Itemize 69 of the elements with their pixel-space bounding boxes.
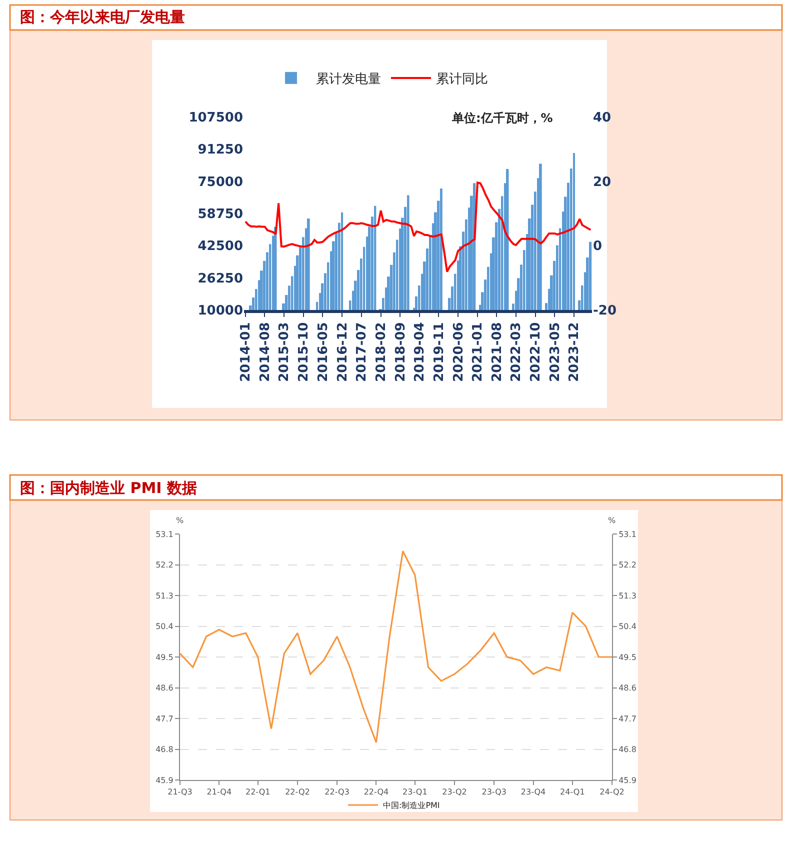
y-tick-label: 26250 — [198, 271, 243, 286]
x-tick-label: 2021-08 — [490, 322, 505, 382]
line-series — [180, 550, 612, 744]
x-tick-label: 2015-10 — [296, 322, 312, 382]
x-tick-label: 2014-01 — [238, 322, 254, 382]
y-tick-label: 52.2 — [156, 560, 174, 570]
x-tick-label: 21-Q3 — [168, 788, 192, 797]
chart-title: 图：国内制造业 PMI 数据 — [20, 479, 197, 497]
y-tick-label: 53.1 — [156, 530, 174, 539]
x-tick-label: 2018-02 — [374, 322, 390, 382]
y2-tick-label: 45.9 — [618, 776, 636, 785]
x-tick-label: 23-Q4 — [520, 788, 546, 797]
y2-tick-label: 48.6 — [618, 684, 636, 693]
x-tick-label: 2023-05 — [548, 322, 563, 382]
y-tick-label: 51.3 — [156, 591, 174, 600]
x-tick-label: 22-Q2 — [285, 788, 310, 797]
legend-label: 累计发电量 — [316, 72, 381, 88]
y2-tick-label: 53.1 — [618, 530, 636, 539]
x-tick-label: 2022-03 — [509, 322, 524, 382]
text: 图：今年以来电厂发电量 — [20, 8, 185, 26]
y2-tick-label: 47.7 — [618, 714, 636, 724]
x-tick-label: 2016-12 — [335, 322, 350, 382]
legend-label: 累计同比 — [436, 72, 488, 88]
x-tick-label: 24-Q1 — [560, 788, 585, 797]
y2-tick-label: 46.8 — [618, 745, 636, 754]
x-tick-label: 23-Q2 — [442, 788, 467, 797]
x-tick-label: 2019-11 — [432, 322, 447, 382]
x-tick-label: 2016-05 — [316, 322, 331, 382]
y-tick-label: 58750 — [198, 207, 243, 222]
y2-tick-label: 51.3 — [618, 591, 636, 600]
x-tick-label: 23-Q3 — [482, 788, 506, 797]
y2-tick-label: 52.2 — [618, 560, 636, 570]
x-tick-label: 2020-06 — [451, 322, 466, 382]
x-tick-label: 21-Q4 — [206, 788, 232, 797]
x-tick-label: 2021-01 — [470, 322, 486, 382]
annotation: 单位:亿千瓦时，% — [451, 111, 553, 125]
x-tick-label: 2022-10 — [528, 322, 544, 382]
y-tick-label: 48.6 — [156, 684, 174, 693]
y2-tick-label: 49.5 — [618, 652, 636, 662]
y-tick-label: 45.9 — [156, 776, 174, 785]
legend-label: 中国:制造业PMI — [383, 801, 440, 810]
y-axis-title: % — [176, 516, 184, 525]
x-tick-label: 2015-03 — [277, 322, 292, 382]
x-tick-label: 22-Q1 — [246, 788, 270, 797]
x-tick-label: 2019-04 — [412, 322, 428, 382]
x-tick-label: 24-Q2 — [600, 788, 624, 797]
x-tick-label: 22-Q4 — [364, 788, 389, 797]
x-tick-label: 2017-07 — [354, 322, 370, 382]
y-tick-label: 10000 — [198, 304, 243, 319]
y-tick-label: 49.5 — [156, 652, 174, 662]
x-tick-label: 2018-09 — [393, 322, 408, 382]
y-tick-label: 47.7 — [156, 714, 174, 724]
y-tick-label: 46.8 — [156, 745, 174, 754]
y2-tick-label: -20 — [593, 304, 616, 319]
x-tick-label: 22-Q3 — [324, 788, 350, 797]
y2-axis-title: % — [608, 516, 616, 525]
x-tick-label: 23-Q1 — [402, 788, 428, 797]
y2-tick-label: 20 — [593, 174, 612, 190]
y2-tick-label: 40 — [593, 110, 612, 126]
line-series — [244, 182, 592, 273]
y-tick-label: 42500 — [198, 239, 243, 254]
x-tick-label: 2014-08 — [258, 322, 273, 382]
y-tick-label: 75000 — [198, 174, 243, 190]
y-tick-label: 50.4 — [156, 622, 174, 632]
y-tick-label: 107500 — [188, 110, 243, 126]
y2-tick-label: 50.4 — [618, 622, 636, 632]
y2-tick-label: 0 — [593, 239, 602, 254]
y-tick-label: 91250 — [198, 142, 243, 158]
x-tick-label: 2023-12 — [567, 322, 582, 382]
